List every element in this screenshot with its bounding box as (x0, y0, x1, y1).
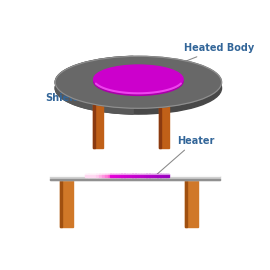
Bar (94, 174, 97, 177)
Bar (149, 174, 152, 177)
Text: Heater: Heater (156, 136, 214, 175)
Bar (119, 174, 122, 177)
Ellipse shape (55, 62, 221, 114)
Bar (127, 174, 130, 177)
Bar (157, 174, 161, 177)
Bar (99, 174, 102, 177)
Bar (93, 89, 103, 148)
Bar (122, 174, 124, 177)
Bar (130, 174, 133, 177)
Ellipse shape (55, 56, 221, 108)
Bar (141, 174, 144, 177)
Bar (155, 174, 158, 177)
Bar (102, 174, 105, 177)
Bar (96, 174, 100, 177)
Bar (85, 174, 89, 177)
Text: Shield: Shield (45, 90, 84, 103)
Bar (60, 180, 73, 227)
Bar (50, 176, 221, 180)
Bar (124, 174, 127, 177)
Bar (152, 174, 155, 177)
Bar (185, 180, 187, 227)
Bar (93, 89, 95, 148)
Bar (160, 174, 163, 177)
Ellipse shape (94, 67, 183, 95)
Bar (91, 174, 94, 177)
Bar (133, 174, 136, 177)
Polygon shape (55, 56, 133, 114)
Bar (159, 89, 161, 148)
Bar (166, 174, 169, 177)
Ellipse shape (94, 65, 183, 93)
Bar (159, 89, 169, 148)
Bar (50, 179, 221, 180)
Bar (105, 174, 108, 177)
Text: Heated Body: Heated Body (150, 43, 254, 75)
Bar (144, 174, 147, 177)
Bar (138, 174, 141, 177)
Bar (113, 174, 116, 177)
Bar (107, 174, 111, 177)
Bar (88, 174, 91, 177)
Bar (185, 180, 198, 227)
Bar (110, 174, 113, 177)
Bar (116, 174, 119, 177)
Bar (146, 174, 150, 177)
Bar (163, 174, 166, 177)
Bar (135, 174, 139, 177)
Bar (60, 180, 62, 227)
